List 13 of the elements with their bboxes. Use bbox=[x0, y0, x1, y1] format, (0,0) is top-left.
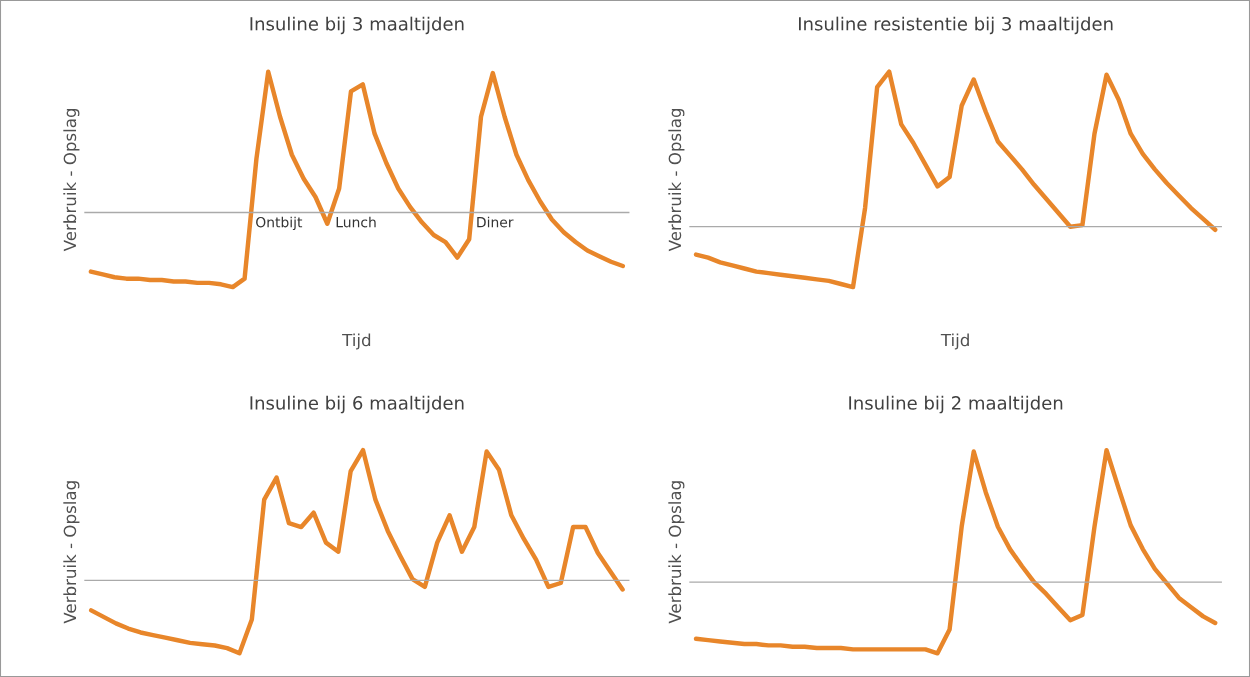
y-axis-title: Verbruik - Opslag bbox=[63, 108, 80, 252]
annotation: Ontbijt bbox=[256, 216, 303, 231]
annotation: Diner bbox=[477, 216, 514, 228]
annotation: Lunch bbox=[336, 216, 376, 228]
y-axis-title: Verbruik - Opslag bbox=[668, 481, 685, 624]
chart-title: Insuline bij 6 maaltijden bbox=[250, 395, 464, 414]
chart-title: Insuline resistentie bij 3 maaltijden bbox=[799, 16, 1113, 35]
chart-title: Insuline bij 3 maaltijden bbox=[250, 16, 464, 35]
x-axis-title: Tijd bbox=[940, 333, 969, 350]
y-axis-title: Verbruik - Opslag bbox=[63, 481, 80, 624]
chart-title: Insuline bij 2 maaltijden bbox=[849, 395, 1063, 414]
x-axis-title: Tijd bbox=[342, 333, 371, 350]
y-axis-title: Verbruik - Opslag bbox=[668, 108, 685, 252]
